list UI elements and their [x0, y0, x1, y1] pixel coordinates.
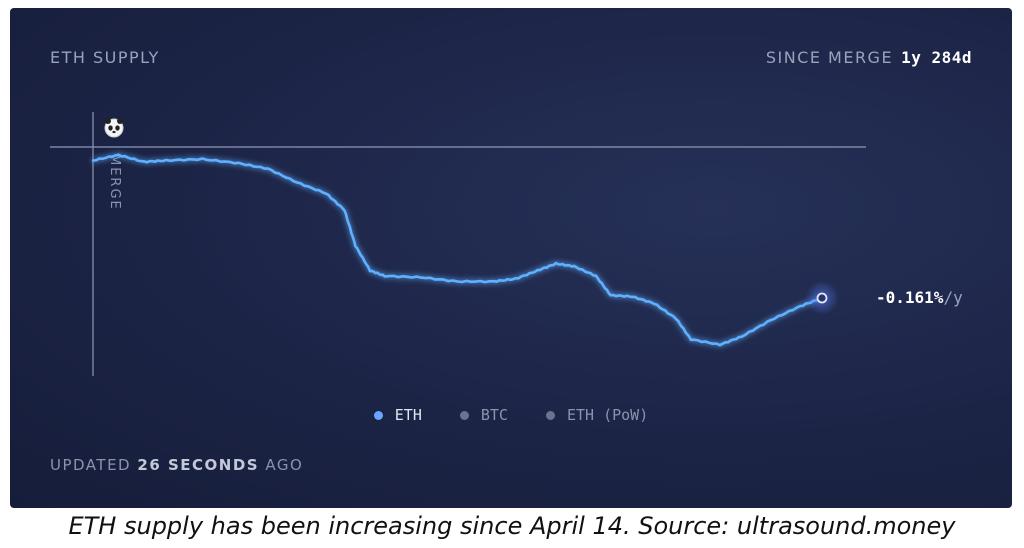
legend-item-eth[interactable]: ETH — [373, 406, 422, 424]
rate-label: -0.161%/y — [876, 288, 963, 307]
panda-icon[interactable] — [104, 118, 124, 138]
eth-supply-chart: MERGE -0.161%/y — [50, 112, 963, 376]
updated-value: 26 SECONDS — [137, 456, 260, 474]
legend-dot-eth-pow — [545, 410, 555, 420]
chart-legend: ETH BTC ETH (PoW) — [10, 406, 1012, 424]
rate-value: -0.161% — [876, 288, 944, 307]
updated-status: UPDATED 26 SECONDS AGO — [50, 456, 303, 474]
legend-label-btc: BTC — [480, 406, 508, 424]
updated-suffix: AGO — [265, 456, 304, 474]
since-merge-value: 1y 284d — [901, 48, 972, 67]
legend-dot-eth — [373, 410, 383, 420]
legend-label-eth: ETH — [394, 406, 422, 424]
since-merge-label: SINCE MERGE — [765, 48, 894, 67]
chart-title: ETH SUPPLY — [50, 48, 160, 67]
legend-label-eth-pow: ETH (PoW) — [566, 406, 649, 424]
series-end-marker[interactable] — [816, 292, 828, 304]
legend-dot-btc — [459, 410, 469, 420]
updated-prefix: UPDATED — [50, 456, 132, 474]
figure-caption: ETH supply has been increasing since Apr… — [68, 512, 956, 540]
merge-label: MERGE — [107, 154, 122, 211]
eth-series-line — [91, 153, 824, 347]
chart-card: ETH SUPPLY SINCE MERGE 1y 284d MERGE — [10, 8, 1012, 508]
since-merge[interactable]: SINCE MERGE 1y 284d — [766, 48, 972, 67]
legend-item-btc[interactable]: BTC — [459, 406, 508, 424]
legend-item-eth-pow[interactable]: ETH (PoW) — [545, 406, 649, 424]
rate-unit: /y — [943, 288, 963, 307]
